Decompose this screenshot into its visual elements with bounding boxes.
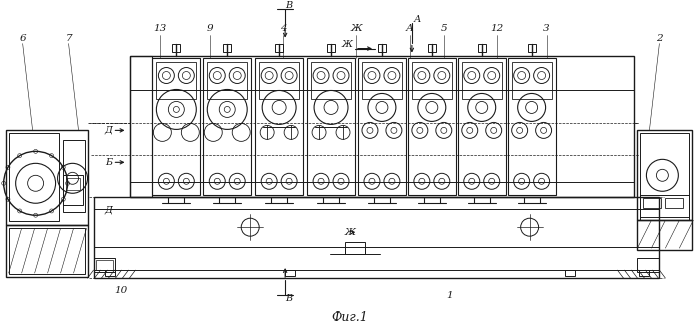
Bar — [8, 228, 85, 274]
Bar — [94, 258, 115, 272]
Bar — [63, 175, 82, 205]
Bar — [275, 43, 283, 52]
Text: Фиг.1: Фиг.1 — [331, 311, 368, 323]
Bar — [640, 195, 689, 220]
Bar — [152, 58, 201, 195]
Bar — [358, 58, 406, 195]
Bar — [63, 140, 85, 212]
Bar — [131, 56, 635, 197]
Text: Ж: Ж — [342, 40, 352, 49]
Bar — [528, 43, 535, 52]
Bar — [512, 62, 552, 99]
Bar — [458, 58, 505, 195]
Bar — [208, 62, 247, 99]
Bar — [428, 43, 436, 52]
Text: 6: 6 — [20, 34, 26, 43]
Bar — [94, 197, 659, 278]
Text: 1: 1 — [447, 291, 453, 300]
Text: В: В — [286, 293, 293, 303]
Text: Д: Д — [105, 206, 113, 215]
Text: Д: Д — [105, 126, 113, 135]
Bar — [477, 43, 486, 52]
Text: Ж: Ж — [345, 228, 356, 237]
Bar — [412, 62, 452, 99]
Bar — [462, 62, 502, 99]
Bar — [96, 260, 113, 270]
Bar — [6, 225, 87, 277]
Bar — [203, 58, 251, 195]
Bar — [507, 58, 556, 195]
Bar — [640, 270, 649, 276]
Bar — [66, 178, 80, 190]
Bar — [362, 62, 402, 99]
Bar — [157, 62, 196, 99]
Bar — [6, 130, 87, 225]
Bar — [311, 62, 351, 99]
Bar — [565, 270, 575, 276]
Bar — [345, 242, 365, 254]
Bar — [259, 62, 299, 99]
Bar — [637, 258, 659, 272]
Text: 4: 4 — [280, 24, 287, 33]
Bar — [327, 43, 335, 52]
Text: 12: 12 — [490, 24, 503, 33]
Bar — [8, 133, 59, 221]
Bar — [408, 58, 456, 195]
Text: 10: 10 — [114, 286, 127, 294]
Bar — [223, 43, 231, 52]
Bar — [378, 43, 386, 52]
Text: 7: 7 — [65, 34, 72, 43]
Text: А: А — [413, 15, 421, 24]
Text: Ж: Ж — [350, 24, 362, 33]
Text: Б: Б — [105, 158, 112, 167]
Text: 13: 13 — [154, 24, 167, 33]
Bar — [643, 198, 661, 208]
Text: 5: 5 — [440, 24, 447, 33]
Text: 3: 3 — [543, 24, 550, 33]
Bar — [637, 220, 692, 250]
Bar — [255, 58, 303, 195]
Bar — [285, 270, 295, 276]
Bar — [106, 270, 115, 276]
Text: 2: 2 — [656, 34, 663, 43]
Text: В: В — [286, 1, 293, 10]
Bar — [307, 58, 355, 195]
Bar — [665, 198, 684, 208]
Text: А: А — [406, 24, 414, 33]
Bar — [173, 43, 180, 52]
Bar — [637, 130, 692, 220]
Bar — [640, 133, 689, 217]
Bar — [131, 56, 152, 197]
Text: 9: 9 — [207, 24, 214, 33]
